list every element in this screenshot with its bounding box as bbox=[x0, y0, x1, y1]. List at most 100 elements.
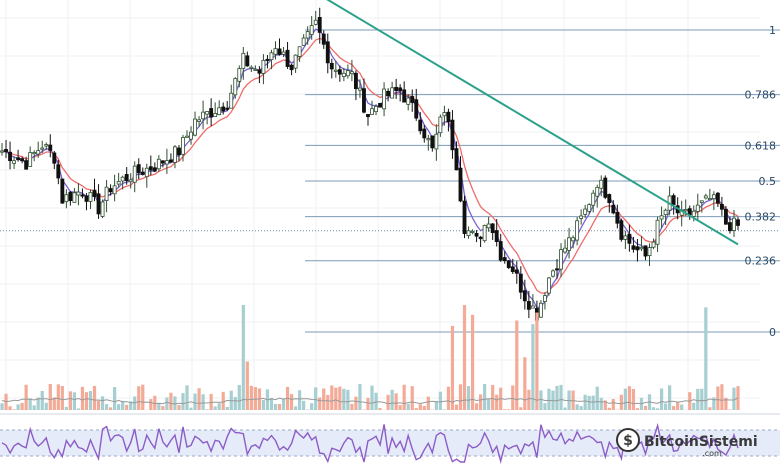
candle-body bbox=[132, 165, 137, 183]
candle-body bbox=[56, 164, 61, 179]
candle-body bbox=[635, 246, 640, 251]
volume-bar bbox=[330, 385, 334, 410]
volume-bar bbox=[104, 404, 109, 410]
volume-bar bbox=[394, 393, 398, 410]
candle-body bbox=[478, 236, 483, 240]
candle-body bbox=[16, 157, 21, 161]
candle-body bbox=[60, 178, 65, 204]
candle-body bbox=[325, 41, 330, 64]
candle-body bbox=[723, 208, 728, 225]
volume-bar bbox=[559, 384, 563, 410]
volume-bar bbox=[141, 384, 145, 410]
candle-body bbox=[120, 176, 125, 182]
candle-body bbox=[474, 232, 479, 237]
volume-bar bbox=[121, 400, 125, 410]
volume-bar bbox=[40, 390, 44, 410]
candle-body bbox=[209, 108, 214, 118]
volume-bar bbox=[88, 391, 93, 410]
volume-bar bbox=[531, 324, 535, 410]
volume-bar bbox=[700, 388, 704, 410]
candle-body bbox=[482, 224, 487, 242]
volume-bar bbox=[149, 399, 153, 410]
volume-bar bbox=[129, 401, 133, 410]
volume-bar bbox=[185, 385, 189, 410]
candle-body bbox=[434, 133, 439, 150]
volume-bar bbox=[732, 387, 736, 410]
volume-bar bbox=[587, 395, 591, 410]
candle-body bbox=[217, 107, 222, 115]
volume-bar bbox=[209, 394, 213, 410]
candle-body bbox=[185, 135, 189, 138]
candle-body bbox=[426, 138, 431, 141]
volume-bar bbox=[422, 405, 426, 410]
volume-bar bbox=[611, 399, 615, 410]
candle-body bbox=[494, 230, 499, 242]
candle-body bbox=[237, 68, 242, 82]
candle-body bbox=[538, 302, 543, 318]
volume-bar bbox=[724, 397, 728, 410]
candle-body bbox=[370, 108, 374, 115]
volume-bar bbox=[708, 407, 712, 410]
candle-body bbox=[36, 150, 41, 155]
candle-body bbox=[68, 191, 73, 202]
volume-bar bbox=[318, 397, 322, 410]
volume-bar bbox=[28, 398, 32, 410]
volume-bar bbox=[503, 409, 507, 410]
volume-bar bbox=[253, 387, 257, 410]
candle-body bbox=[555, 268, 559, 271]
volume-bar bbox=[326, 394, 330, 410]
volume-bar bbox=[96, 400, 101, 410]
candle-body bbox=[317, 17, 322, 33]
candle-body bbox=[398, 87, 403, 92]
volume-bar bbox=[92, 385, 97, 410]
volume-bar bbox=[539, 390, 543, 410]
candle-body bbox=[711, 194, 716, 200]
volume-bar bbox=[692, 402, 696, 410]
volume-bar bbox=[414, 408, 418, 410]
volume-bar bbox=[575, 404, 579, 410]
volume-bar bbox=[302, 400, 306, 410]
candle-body bbox=[136, 164, 141, 174]
candle-body bbox=[269, 52, 274, 61]
volume-bar bbox=[406, 403, 410, 410]
candle-body bbox=[265, 58, 270, 61]
candle-body bbox=[466, 230, 471, 237]
volume-bar bbox=[495, 394, 499, 410]
candle-body bbox=[366, 114, 370, 118]
volume-bar bbox=[358, 384, 362, 410]
volume-bar bbox=[350, 403, 354, 410]
candle-body bbox=[80, 194, 85, 197]
candle-body bbox=[454, 148, 459, 171]
volume-bar bbox=[535, 312, 539, 410]
volume-bar bbox=[0, 403, 4, 410]
fib-label-0_236: 0.236 bbox=[745, 255, 777, 268]
candle-body bbox=[390, 87, 395, 99]
volume-bar bbox=[217, 403, 221, 410]
volume-bar bbox=[157, 403, 161, 410]
volume-bar bbox=[237, 384, 241, 410]
volume-bar bbox=[627, 386, 632, 410]
candle-body bbox=[289, 64, 294, 71]
candle-body bbox=[458, 167, 463, 202]
volume-bar bbox=[551, 390, 555, 410]
volume-bar bbox=[100, 396, 105, 410]
candle-body bbox=[603, 177, 608, 198]
volume-bar bbox=[390, 389, 394, 410]
candle-body bbox=[551, 270, 555, 277]
candle-body bbox=[24, 160, 29, 170]
candle-body bbox=[422, 128, 427, 139]
candle-body bbox=[563, 247, 567, 253]
candle-body bbox=[124, 174, 129, 182]
candle-body bbox=[337, 69, 342, 75]
candle-body bbox=[547, 277, 551, 294]
volume-bar bbox=[668, 385, 672, 410]
candle-body bbox=[241, 52, 246, 69]
candle-body bbox=[518, 273, 523, 293]
candle-body bbox=[490, 223, 495, 234]
candle-body bbox=[44, 144, 49, 147]
candle-body bbox=[221, 106, 226, 112]
volume-bar bbox=[310, 403, 314, 410]
volume-bar bbox=[398, 405, 402, 410]
